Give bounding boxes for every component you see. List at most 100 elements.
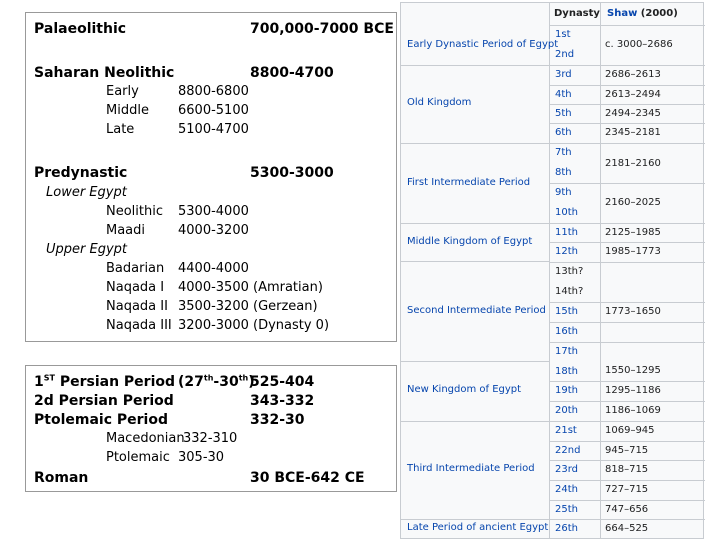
maadi-name: Maadi [106, 223, 146, 238]
period-third-intermediate-link[interactable]: Third Intermediate Period [407, 463, 535, 474]
period-divider [401, 361, 549, 362]
saharan-middle-dates: 6600-5100 [178, 103, 249, 118]
row-divider [549, 480, 705, 481]
period-divider [401, 421, 549, 422]
dynasty-20-link[interactable]: 20th [555, 405, 578, 416]
maadi-dates: 4000-3200 [178, 223, 249, 238]
dynasty-header: Dynasty [554, 8, 600, 19]
period-first-intermediate-link[interactable]: First Intermediate Period [407, 177, 531, 188]
row-divider [549, 302, 705, 303]
dynasty-25-link[interactable]: 25th [555, 504, 578, 515]
date-cell: 2686–2613 [605, 69, 661, 80]
dynasty-18-link[interactable]: 18th [555, 366, 578, 377]
date-cell: 945–715 [605, 445, 649, 456]
dynasty-3-link[interactable]: 3rd [555, 69, 572, 80]
date-cell: 2613–2494 [605, 89, 661, 100]
date-cell: 2494–2345 [605, 108, 661, 119]
persian-2-label: 2d Persian Period [34, 393, 174, 409]
lower-egypt-label: Lower Egypt [46, 185, 127, 200]
period-divider [401, 143, 549, 144]
date-cell: c. 3000–2686 [605, 39, 673, 50]
dynasty-11-link[interactable]: 11th [555, 227, 578, 238]
dynasty-24-link[interactable]: 24th [555, 484, 578, 495]
column-divider [600, 3, 601, 538]
dynasty-12-link[interactable]: 12th [555, 246, 578, 257]
date-cell: 1295–1186 [605, 385, 661, 396]
persian-1-dynasties: (27th-30th) [178, 373, 255, 390]
date-cell: 2181–2160 [605, 158, 661, 169]
period-late-link[interactable]: Late Period of ancient Egypt [407, 522, 549, 533]
dynasty-10-link[interactable]: 10th [555, 207, 578, 218]
naqada-3-name: Naqada III [106, 318, 172, 333]
saharan-late-dates: 5100-4700 [178, 122, 249, 137]
roman-label: Roman [34, 470, 89, 486]
neolithic-name: Neolithic [106, 204, 163, 219]
row-divider [549, 262, 705, 263]
dynasty-4-link[interactable]: 4th [555, 89, 572, 100]
saharan-early-dates: 8800-6800 [178, 84, 249, 99]
naqada-2-dates: 3500-3200 (Gerzean) [178, 299, 318, 314]
dynasty-23-link[interactable]: 23rd [555, 464, 579, 475]
row-divider [549, 104, 705, 105]
saharan-early-name: Early [106, 84, 139, 99]
row-divider [549, 381, 705, 382]
saharan-label: Saharan Neolithic [34, 65, 175, 81]
predynastic-dates: 5300-3000 [250, 165, 334, 181]
dynasty-6-link[interactable]: 6th [555, 127, 572, 138]
dynasty-13-label: 13th? [555, 266, 584, 277]
dynasty-19-link[interactable]: 19th [555, 385, 578, 396]
late-periods-panel: 1ST Persian Period (27th-30th) 525-404 2… [25, 365, 397, 492]
period-new-kingdom-link[interactable]: New Kingdom of Egypt [407, 384, 522, 395]
date-cell: 818–715 [605, 464, 649, 475]
dynasty-7-link[interactable]: 7th [555, 147, 572, 158]
ptolemaic-sub-dates: 305-30 [178, 450, 225, 465]
dynasty-21-link[interactable]: 21st [555, 425, 577, 436]
row-divider [549, 500, 705, 501]
saharan-dates: 8800-4700 [250, 65, 334, 81]
date-cell: 2160–2025 [605, 197, 661, 208]
dynasty-16-link[interactable]: 16th [555, 326, 578, 337]
ptolemaic-period-label: Ptolemaic Period [34, 412, 168, 428]
period-early-dynastic-link[interactable]: Early Dynastic Period of Egypt [407, 39, 559, 50]
row-divider [549, 421, 705, 422]
period-divider [401, 223, 549, 224]
naqada-1-name: Naqada I [106, 280, 165, 295]
dynasty-22-link[interactable]: 22nd [555, 445, 581, 456]
macedonian-name: Macedonian [106, 431, 185, 446]
shaw-link[interactable]: Shaw [607, 8, 638, 19]
period-middle-kingdom-link[interactable]: Middle Kingdom of Egypt [407, 236, 533, 247]
badarian-name: Badarian [106, 261, 165, 276]
dynasty-15-link[interactable]: 15th [555, 306, 578, 317]
dynasty-table: Dynasty Shaw (2000) Early Dynastic Perio… [400, 2, 705, 539]
date-cell: 727–715 [605, 484, 649, 495]
date-cell: 1985–1773 [605, 246, 661, 257]
period-second-intermediate-link[interactable]: Second Intermediate Period [407, 305, 546, 316]
dynasty-5-link[interactable]: 5th [555, 108, 572, 119]
row-divider [549, 143, 705, 144]
row-divider [549, 123, 705, 124]
date-cell: 2345–2181 [605, 127, 661, 138]
row-divider [549, 25, 705, 26]
upper-egypt-label: Upper Egypt [46, 242, 128, 257]
dynasty-1-link[interactable]: 1st [555, 29, 571, 40]
predynastic-label: Predynastic [34, 165, 128, 181]
saharan-late-name: Late [106, 122, 135, 137]
saharan-middle-name: Middle [106, 103, 149, 118]
shaw-header: Shaw (2000) [607, 8, 678, 19]
persian-2-dates: 343-332 [250, 393, 315, 409]
row-divider [549, 183, 705, 184]
row-divider [549, 460, 705, 461]
period-divider [401, 519, 549, 520]
dynasty-26-link[interactable]: 26th [555, 523, 578, 534]
period-old-kingdom-link[interactable]: Old Kingdom [407, 97, 472, 108]
dynasty-9-link[interactable]: 9th [555, 187, 572, 198]
naqada-2-name: Naqada II [106, 299, 168, 314]
row-divider [549, 85, 705, 86]
persian-1-dates: 525-404 [250, 374, 315, 390]
roman-dates: 30 BCE-642 CE [250, 470, 365, 486]
dynasty-17-link[interactable]: 17th [555, 346, 578, 357]
ptolemaic-period-dates: 332-30 [250, 412, 305, 428]
dynasty-2-link[interactable]: 2nd [555, 49, 575, 60]
period-divider [401, 261, 549, 262]
dynasty-8-link[interactable]: 8th [555, 167, 572, 178]
